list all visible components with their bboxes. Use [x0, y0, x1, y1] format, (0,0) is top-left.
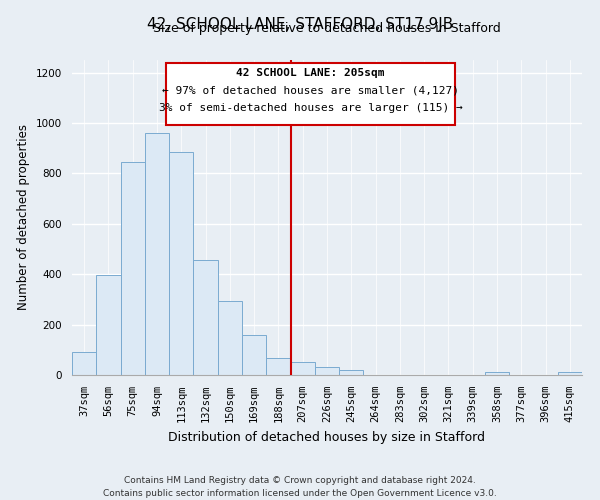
Text: Contains HM Land Registry data © Crown copyright and database right 2024.
Contai: Contains HM Land Registry data © Crown c…	[103, 476, 497, 498]
Bar	[339, 370, 364, 375]
Title: Size of property relative to detached houses in Stafford: Size of property relative to detached ho…	[153, 22, 501, 35]
Bar	[72, 352, 96, 375]
Text: ← 97% of detached houses are smaller (4,127): ← 97% of detached houses are smaller (4,…	[162, 86, 459, 96]
Bar	[266, 358, 290, 375]
Bar	[242, 335, 266, 375]
Bar	[485, 372, 509, 375]
Bar	[96, 276, 121, 375]
Bar	[315, 366, 339, 375]
Text: 42 SCHOOL LANE: 205sqm: 42 SCHOOL LANE: 205sqm	[236, 68, 385, 78]
Bar	[218, 300, 242, 375]
Bar	[558, 372, 582, 375]
FancyBboxPatch shape	[166, 63, 455, 124]
Bar	[169, 152, 193, 375]
Bar	[121, 162, 145, 375]
Bar	[193, 260, 218, 375]
Text: 3% of semi-detached houses are larger (115) →: 3% of semi-detached houses are larger (1…	[158, 103, 463, 113]
Y-axis label: Number of detached properties: Number of detached properties	[17, 124, 31, 310]
Text: 42, SCHOOL LANE, STAFFORD, ST17 9JB: 42, SCHOOL LANE, STAFFORD, ST17 9JB	[147, 18, 453, 32]
X-axis label: Distribution of detached houses by size in Stafford: Distribution of detached houses by size …	[169, 430, 485, 444]
Bar	[290, 362, 315, 375]
Bar	[145, 133, 169, 375]
